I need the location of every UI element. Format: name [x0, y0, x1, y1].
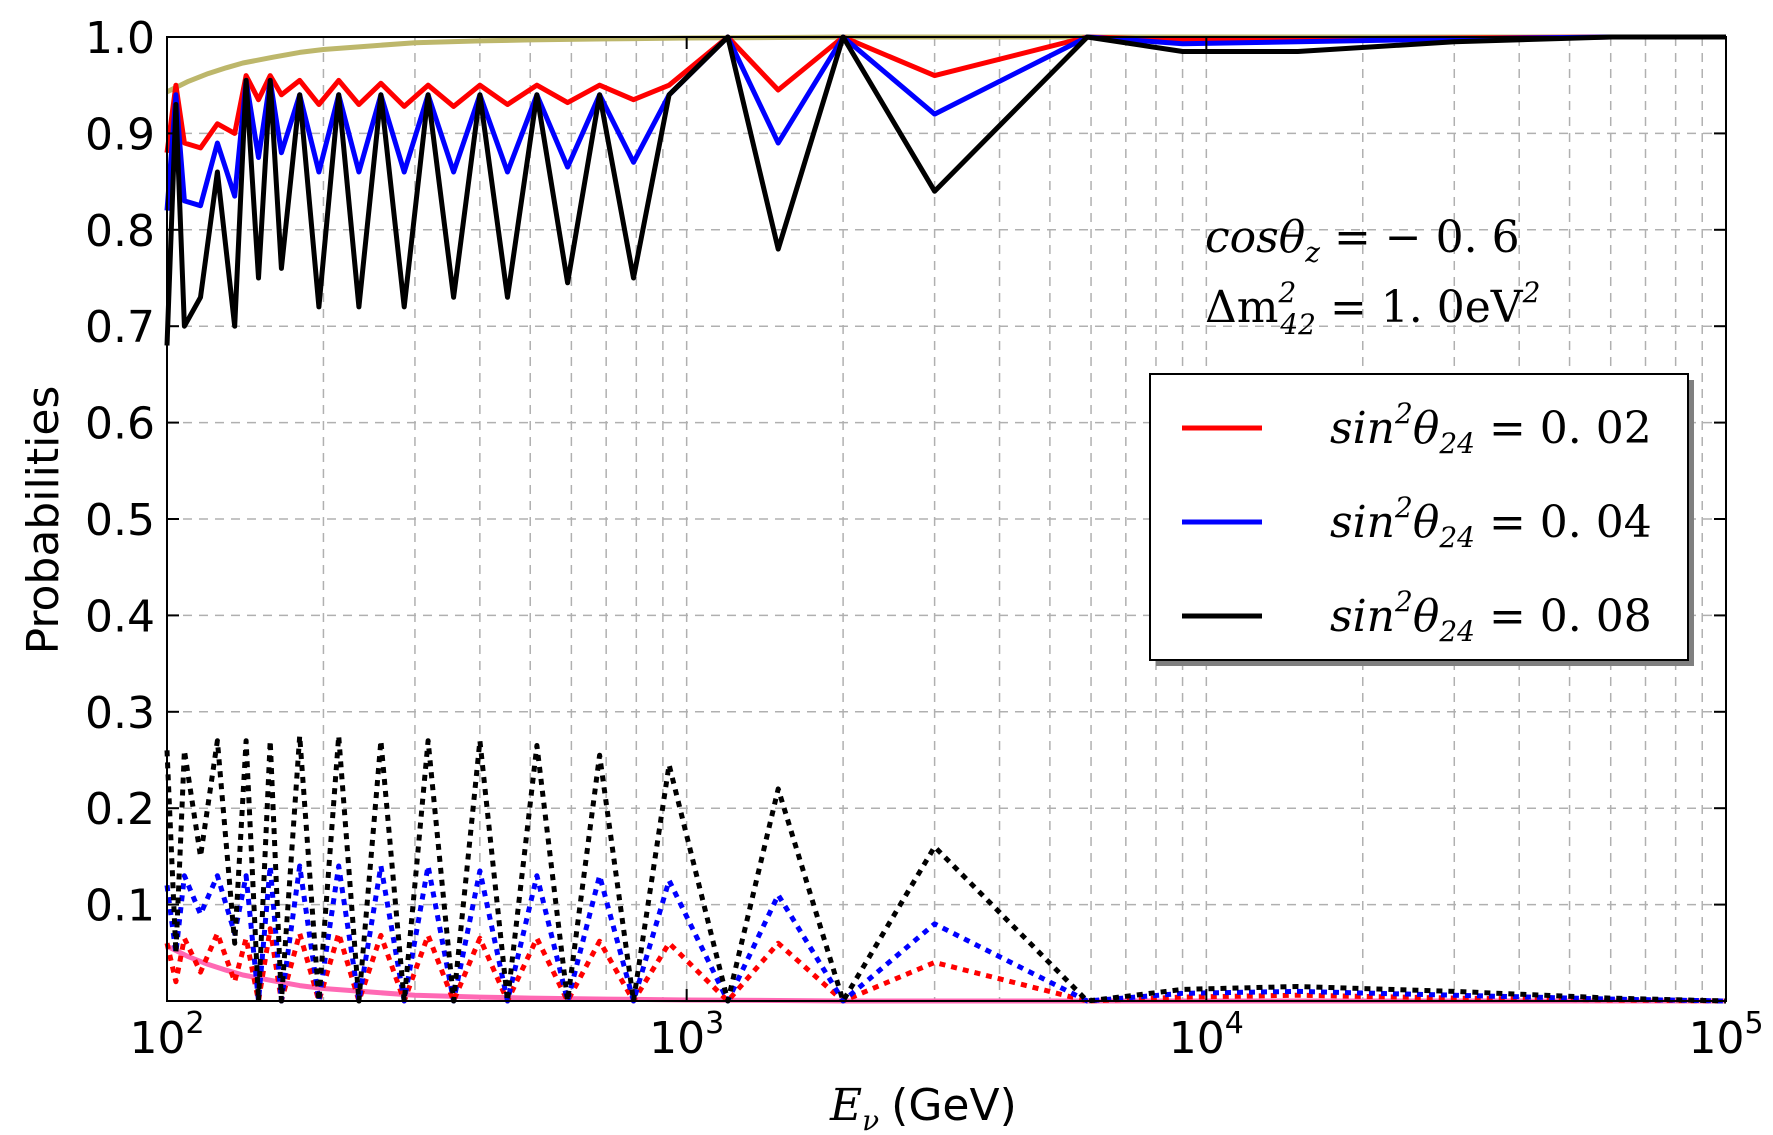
annotation-delta-m-sub: 42: [1279, 308, 1316, 341]
y-tick-label: 1.0: [85, 13, 155, 64]
y-tick-label: 0.7: [85, 302, 155, 353]
annotation-cos-theta-sub: z: [1304, 236, 1320, 269]
x-tick-base: 10: [129, 1013, 185, 1064]
annotation-cos-theta: cosθz = − 0. 6: [1205, 212, 1520, 269]
solid-curve-2: [164, 34, 1726, 346]
x-axis-label-unit: (GeV): [891, 1080, 1017, 1131]
legend-label-rhs: = 0. 02: [1475, 403, 1652, 454]
legend-label-theta: θ: [1413, 403, 1440, 454]
y-tick-label: 0.3: [85, 688, 155, 739]
legend-label-sup: 2: [1394, 585, 1413, 618]
legend-label-lhs: sin: [1330, 497, 1395, 548]
dotted-curve-4: [164, 863, 1727, 1004]
x-tick-label: 103: [649, 1006, 724, 1064]
y-tick-label: 0.4: [85, 591, 155, 642]
legend-label-lhs: sin: [1330, 403, 1395, 454]
annotation-cos-theta-rhs: = − 0. 6: [1320, 212, 1520, 263]
tick-layer: 102 103 104 1050.10.20.30.40.50.60.70.80.91…: [85, 13, 1764, 1064]
x-axis-label: Eν (GeV): [829, 1080, 1017, 1135]
annotation-cos-theta-lhs: cosθ: [1205, 212, 1305, 263]
y-tick-label: 0.1: [85, 881, 155, 932]
legend-label-0: sin2θ24 = 0. 02: [1330, 397, 1652, 460]
y-tick-label: 0.8: [85, 206, 155, 257]
x-tick-label: 105: [1688, 1006, 1763, 1064]
reference-curve-0: [165, 34, 1726, 95]
y-tick-label: 0.9: [85, 109, 155, 160]
x-tick-exp: 4: [1225, 1006, 1244, 1041]
x-axis-label-symbol: E: [829, 1080, 862, 1131]
annotation-delta-m: Δm2 42 = 1. 0eV2: [1205, 276, 1540, 341]
y-tick-label: 0.5: [85, 495, 155, 546]
legend-label-sub: 24: [1438, 615, 1475, 648]
annotation-delta-m-rhs: = 1. 0eV: [1316, 282, 1524, 333]
x-tick-base: 10: [649, 1013, 705, 1064]
y-tick-label: 0.6: [85, 399, 155, 450]
x-tick-base: 10: [1169, 1013, 1225, 1064]
legend-label-sub: 24: [1438, 521, 1475, 554]
dotted-curve-5: [164, 733, 1727, 1004]
legend-label-lhs: sin: [1330, 591, 1395, 642]
solid-curve-1: [164, 34, 1726, 211]
annotation-delta-m-lhs: Δm: [1205, 282, 1279, 333]
legend-label-rhs: = 0. 08: [1475, 591, 1652, 642]
x-tick-exp: 2: [185, 1006, 204, 1041]
annotation-delta-m-sup: 2: [1278, 276, 1297, 309]
x-tick-exp: 3: [705, 1006, 724, 1041]
x-tick-label: 102: [129, 1006, 204, 1064]
legend-label-theta: θ: [1413, 591, 1440, 642]
legend-box: [1149, 373, 1689, 661]
x-tick-exp: 5: [1744, 1006, 1763, 1041]
x-tick-label: 104: [1169, 1006, 1244, 1064]
legend-label-sub: 24: [1438, 427, 1475, 460]
legend-label-sup: 2: [1394, 491, 1413, 524]
legend-label-theta: θ: [1413, 497, 1440, 548]
solid-curve-0: [164, 34, 1726, 154]
legend-label-rhs: = 0. 04: [1475, 497, 1652, 548]
legend-label-sup: 2: [1394, 397, 1413, 430]
y-axis-label: Probabilities: [18, 386, 69, 655]
legend-label-1: sin2θ24 = 0. 04: [1330, 491, 1652, 554]
legend-label-2: sin2θ24 = 0. 08: [1330, 585, 1652, 648]
x-tick-base: 10: [1688, 1013, 1744, 1064]
x-axis-label-sub: ν: [862, 1104, 879, 1135]
dotted-curve-3: [164, 926, 1727, 1004]
y-tick-label: 0.2: [85, 784, 155, 835]
annotation-delta-m-rhs-sup: 2: [1522, 276, 1541, 309]
